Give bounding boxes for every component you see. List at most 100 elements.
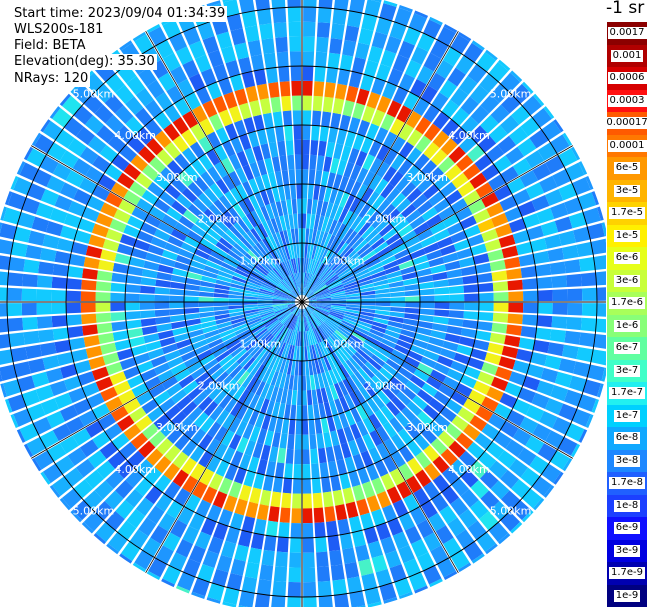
range-gate-cell: [308, 299, 317, 302]
range-gate-cell: [303, 287, 307, 296]
ppi-backscatter-cells: [0, 0, 606, 607]
range-gate-cell: [221, 157, 235, 174]
range-gate-cell: [327, 280, 342, 289]
range-gate-cell: [280, 262, 289, 277]
range-gate-cell: [401, 361, 417, 374]
range-gate-cell: [192, 339, 208, 350]
range-gate-cell: [289, 305, 297, 311]
range-gate-cell: [180, 350, 197, 362]
range-gate-cell: [23, 259, 40, 274]
range-gate-cell: [244, 147, 256, 165]
range-gate-cell: [506, 268, 522, 280]
range-gate-cell: [192, 254, 208, 265]
range-gate-cell: [131, 206, 149, 222]
range-gate-cell: [187, 181, 203, 198]
range-gate-cell: [309, 276, 318, 290]
range-gate-cell: [229, 512, 244, 530]
range-gate-cell: [288, 315, 296, 329]
range-gate-cell: [287, 7, 301, 23]
range-gate-cell: [334, 205, 344, 222]
range-gate-cell: [215, 317, 231, 325]
range-gate-cell: [167, 235, 184, 248]
range-gate-cell: [238, 388, 251, 404]
range-gate-cell: [413, 488, 430, 506]
range-gate-cell: [302, 316, 305, 332]
range-gate-cell: [376, 346, 392, 358]
range-ring-label: 4.00km: [114, 463, 156, 476]
range-gate-cell: [385, 358, 401, 371]
range-gate-cell: [358, 203, 371, 219]
range-gate-cell: [184, 296, 199, 302]
range-gate-cell: [291, 198, 298, 214]
range-gate-cell: [203, 401, 219, 417]
range-gate-cell: [500, 420, 519, 438]
range-gate-cell: [235, 420, 248, 437]
range-gate-cell: [115, 84, 135, 104]
range-gate-cell: [23, 330, 40, 345]
range-gate-cell: [225, 526, 241, 544]
range-gate-cell: [359, 314, 375, 321]
range-gate-cell: [432, 456, 450, 474]
range-gate-cell: [338, 412, 350, 429]
range-gate-cell: [194, 344, 210, 356]
range-gate-cell: [286, 329, 293, 345]
range-gate-cell: [65, 170, 85, 188]
range-gate-cell: [245, 85, 259, 103]
colorbar-cell: 1.7e-6: [607, 292, 647, 315]
range-gate-cell: [82, 324, 98, 336]
range-gate-cell: [119, 144, 137, 163]
range-gate-cell: [268, 446, 279, 463]
range-gate-cell: [520, 266, 537, 278]
range-gate-cell: [194, 248, 210, 260]
range-gate-cell: [194, 218, 211, 233]
range-gate-cell: [565, 162, 585, 181]
range-gate-cell: [288, 275, 296, 289]
range-gate-cell: [544, 234, 562, 249]
range-gate-cell: [469, 84, 489, 104]
range-gate-cell: [325, 370, 334, 387]
range-gate-cell: [411, 417, 427, 434]
range-gate-cell: [147, 244, 165, 256]
range-gate-cell: [100, 386, 118, 402]
range-gate-cell: [132, 31, 147, 42]
range-gate-cell: [95, 292, 111, 302]
range-gate-cell: [183, 209, 199, 224]
range-gate-cell: [419, 302, 435, 309]
range-gate-cell: [49, 207, 68, 224]
range-gate-cell: [587, 223, 605, 240]
range-gate-cell: [236, 351, 250, 365]
range-gate-cell: [291, 273, 298, 289]
range-gate-cell: [292, 307, 298, 314]
range-gate-cell: [596, 383, 604, 398]
range-gate-cell: [257, 297, 273, 301]
range-gate-cell: [330, 309, 345, 316]
range-gate-cell: [318, 325, 328, 340]
range-gate-cell: [423, 104, 440, 123]
azimuth-spoke: [30, 301, 303, 459]
range-gate-cell: [174, 98, 191, 116]
range-gate-cell: [250, 54, 265, 71]
range-gate-cell: [283, 245, 291, 260]
range-gate-cell: [287, 314, 296, 329]
range-gate-cell: [40, 119, 51, 133]
range-gate-cell: [361, 481, 376, 499]
range-gate-cell: [344, 194, 356, 210]
range-gate-cell: [327, 535, 341, 552]
range-gate-cell: [264, 157, 274, 174]
range-gate-cell: [105, 192, 123, 208]
range-gate-cell: [273, 306, 289, 313]
range-gate-cell: [175, 254, 192, 266]
range-gate-cell: [436, 355, 454, 368]
range-gate-cell: [259, 564, 274, 581]
range-gate-cell: [552, 303, 568, 315]
range-gate-cell: [535, 327, 552, 341]
range-gate-cell: [292, 273, 299, 288]
range-gate-cell: [545, 430, 565, 449]
range-gate-cell: [272, 7, 287, 24]
range-gate-cell: [192, 577, 210, 597]
range-gate-cell: [423, 532, 442, 552]
range-gate-cell: [191, 591, 206, 600]
range-gate-cell: [370, 270, 387, 279]
range-gate-cell: [342, 100, 355, 117]
range-gate-cell: [260, 205, 270, 222]
